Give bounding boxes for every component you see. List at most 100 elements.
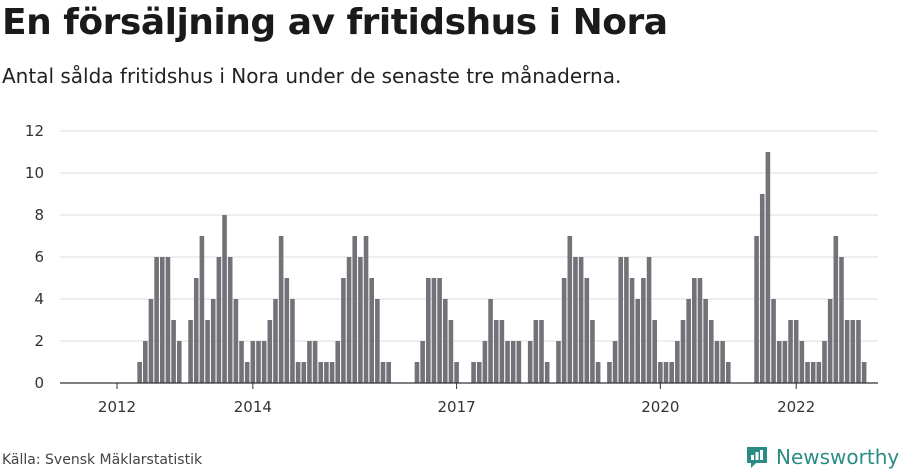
chart-subtitle: Antal sålda fritidshus i Nora under de s… (2, 64, 622, 88)
y-tick-label: 2 (34, 332, 44, 350)
bar (358, 257, 363, 383)
bar (573, 257, 578, 383)
bar (692, 278, 697, 383)
bar (709, 320, 714, 383)
bar (352, 236, 358, 383)
bar (703, 299, 708, 383)
bar (646, 257, 652, 383)
bar (618, 257, 624, 383)
bar (629, 278, 635, 383)
bar (324, 362, 329, 383)
bar (295, 362, 301, 383)
bar (844, 320, 850, 383)
bar (448, 320, 454, 383)
bar (584, 278, 590, 383)
bar (776, 341, 782, 383)
bar (312, 341, 318, 383)
bar (856, 320, 861, 383)
bar (827, 299, 833, 383)
bar (652, 320, 657, 383)
bar (567, 236, 573, 383)
y-tick-label: 6 (34, 248, 44, 266)
bar (216, 257, 222, 383)
bar (227, 257, 233, 383)
x-axis-ticks: 2012 2014 2017 2020 2022 (98, 383, 815, 416)
bar (165, 257, 171, 383)
x-tick-label: 2017 (438, 398, 476, 416)
bar (278, 236, 284, 383)
bar (539, 320, 544, 383)
bar (725, 362, 731, 383)
bar (624, 257, 629, 383)
bar (822, 341, 827, 383)
newsworthy-logo-icon (747, 447, 767, 468)
bar (799, 341, 805, 383)
bar (714, 341, 720, 383)
bar (658, 362, 663, 383)
bar (720, 341, 725, 383)
bar (771, 299, 776, 383)
bar (833, 236, 839, 383)
bar (669, 362, 674, 383)
bar (641, 278, 646, 383)
bar (595, 362, 601, 383)
y-tick-label: 8 (34, 206, 44, 224)
bar (561, 278, 567, 383)
bar (612, 341, 618, 383)
bar (527, 341, 533, 383)
bar (380, 362, 386, 383)
bar (159, 257, 165, 383)
bar (244, 362, 250, 383)
bar (143, 341, 148, 383)
bar (431, 278, 437, 383)
y-tick-label: 0 (34, 374, 44, 392)
bar (454, 362, 459, 383)
bar (284, 278, 290, 383)
bar (533, 320, 539, 383)
bar (171, 320, 176, 383)
bar (329, 362, 335, 383)
bar (386, 362, 391, 383)
y-tick-label: 4 (34, 290, 44, 308)
bar (556, 341, 561, 383)
bar (805, 362, 810, 383)
bar (759, 194, 765, 383)
bar (635, 299, 641, 383)
bar (193, 278, 199, 383)
bar (810, 362, 816, 383)
bar (222, 215, 227, 383)
highlight-value-label: 1 (865, 110, 875, 114)
bar-chart: 0 2 4 6 8 10 12 2012 2014 2017 2020 2022 1 (25, 110, 878, 416)
bar (290, 299, 295, 383)
bar (488, 299, 493, 383)
bar (188, 320, 193, 383)
bar (816, 362, 822, 383)
bar (754, 236, 759, 383)
bar (861, 362, 867, 383)
data-labels: 1 (863, 110, 876, 116)
bar (499, 320, 505, 383)
bar (782, 341, 788, 383)
bar (341, 278, 346, 383)
bar (437, 278, 442, 383)
x-tick-label: 2012 (98, 398, 136, 416)
source-note: Källa: Svensk Mäklarstatistik (2, 452, 203, 468)
bar (233, 299, 239, 383)
bar (375, 299, 380, 383)
y-tick-label: 10 (25, 164, 44, 182)
bar (273, 299, 278, 383)
bar (301, 362, 307, 383)
bar (420, 341, 425, 383)
newsworthy-logo: Newsworthy (744, 442, 899, 472)
bar (199, 236, 205, 383)
bar (788, 320, 793, 383)
bar (267, 320, 273, 383)
bar (590, 320, 595, 383)
bar (148, 299, 154, 383)
x-tick-label: 2020 (641, 398, 679, 416)
bar (261, 341, 267, 383)
bar (680, 320, 686, 383)
bar (335, 341, 341, 383)
bar (765, 152, 771, 383)
bar (544, 362, 550, 383)
